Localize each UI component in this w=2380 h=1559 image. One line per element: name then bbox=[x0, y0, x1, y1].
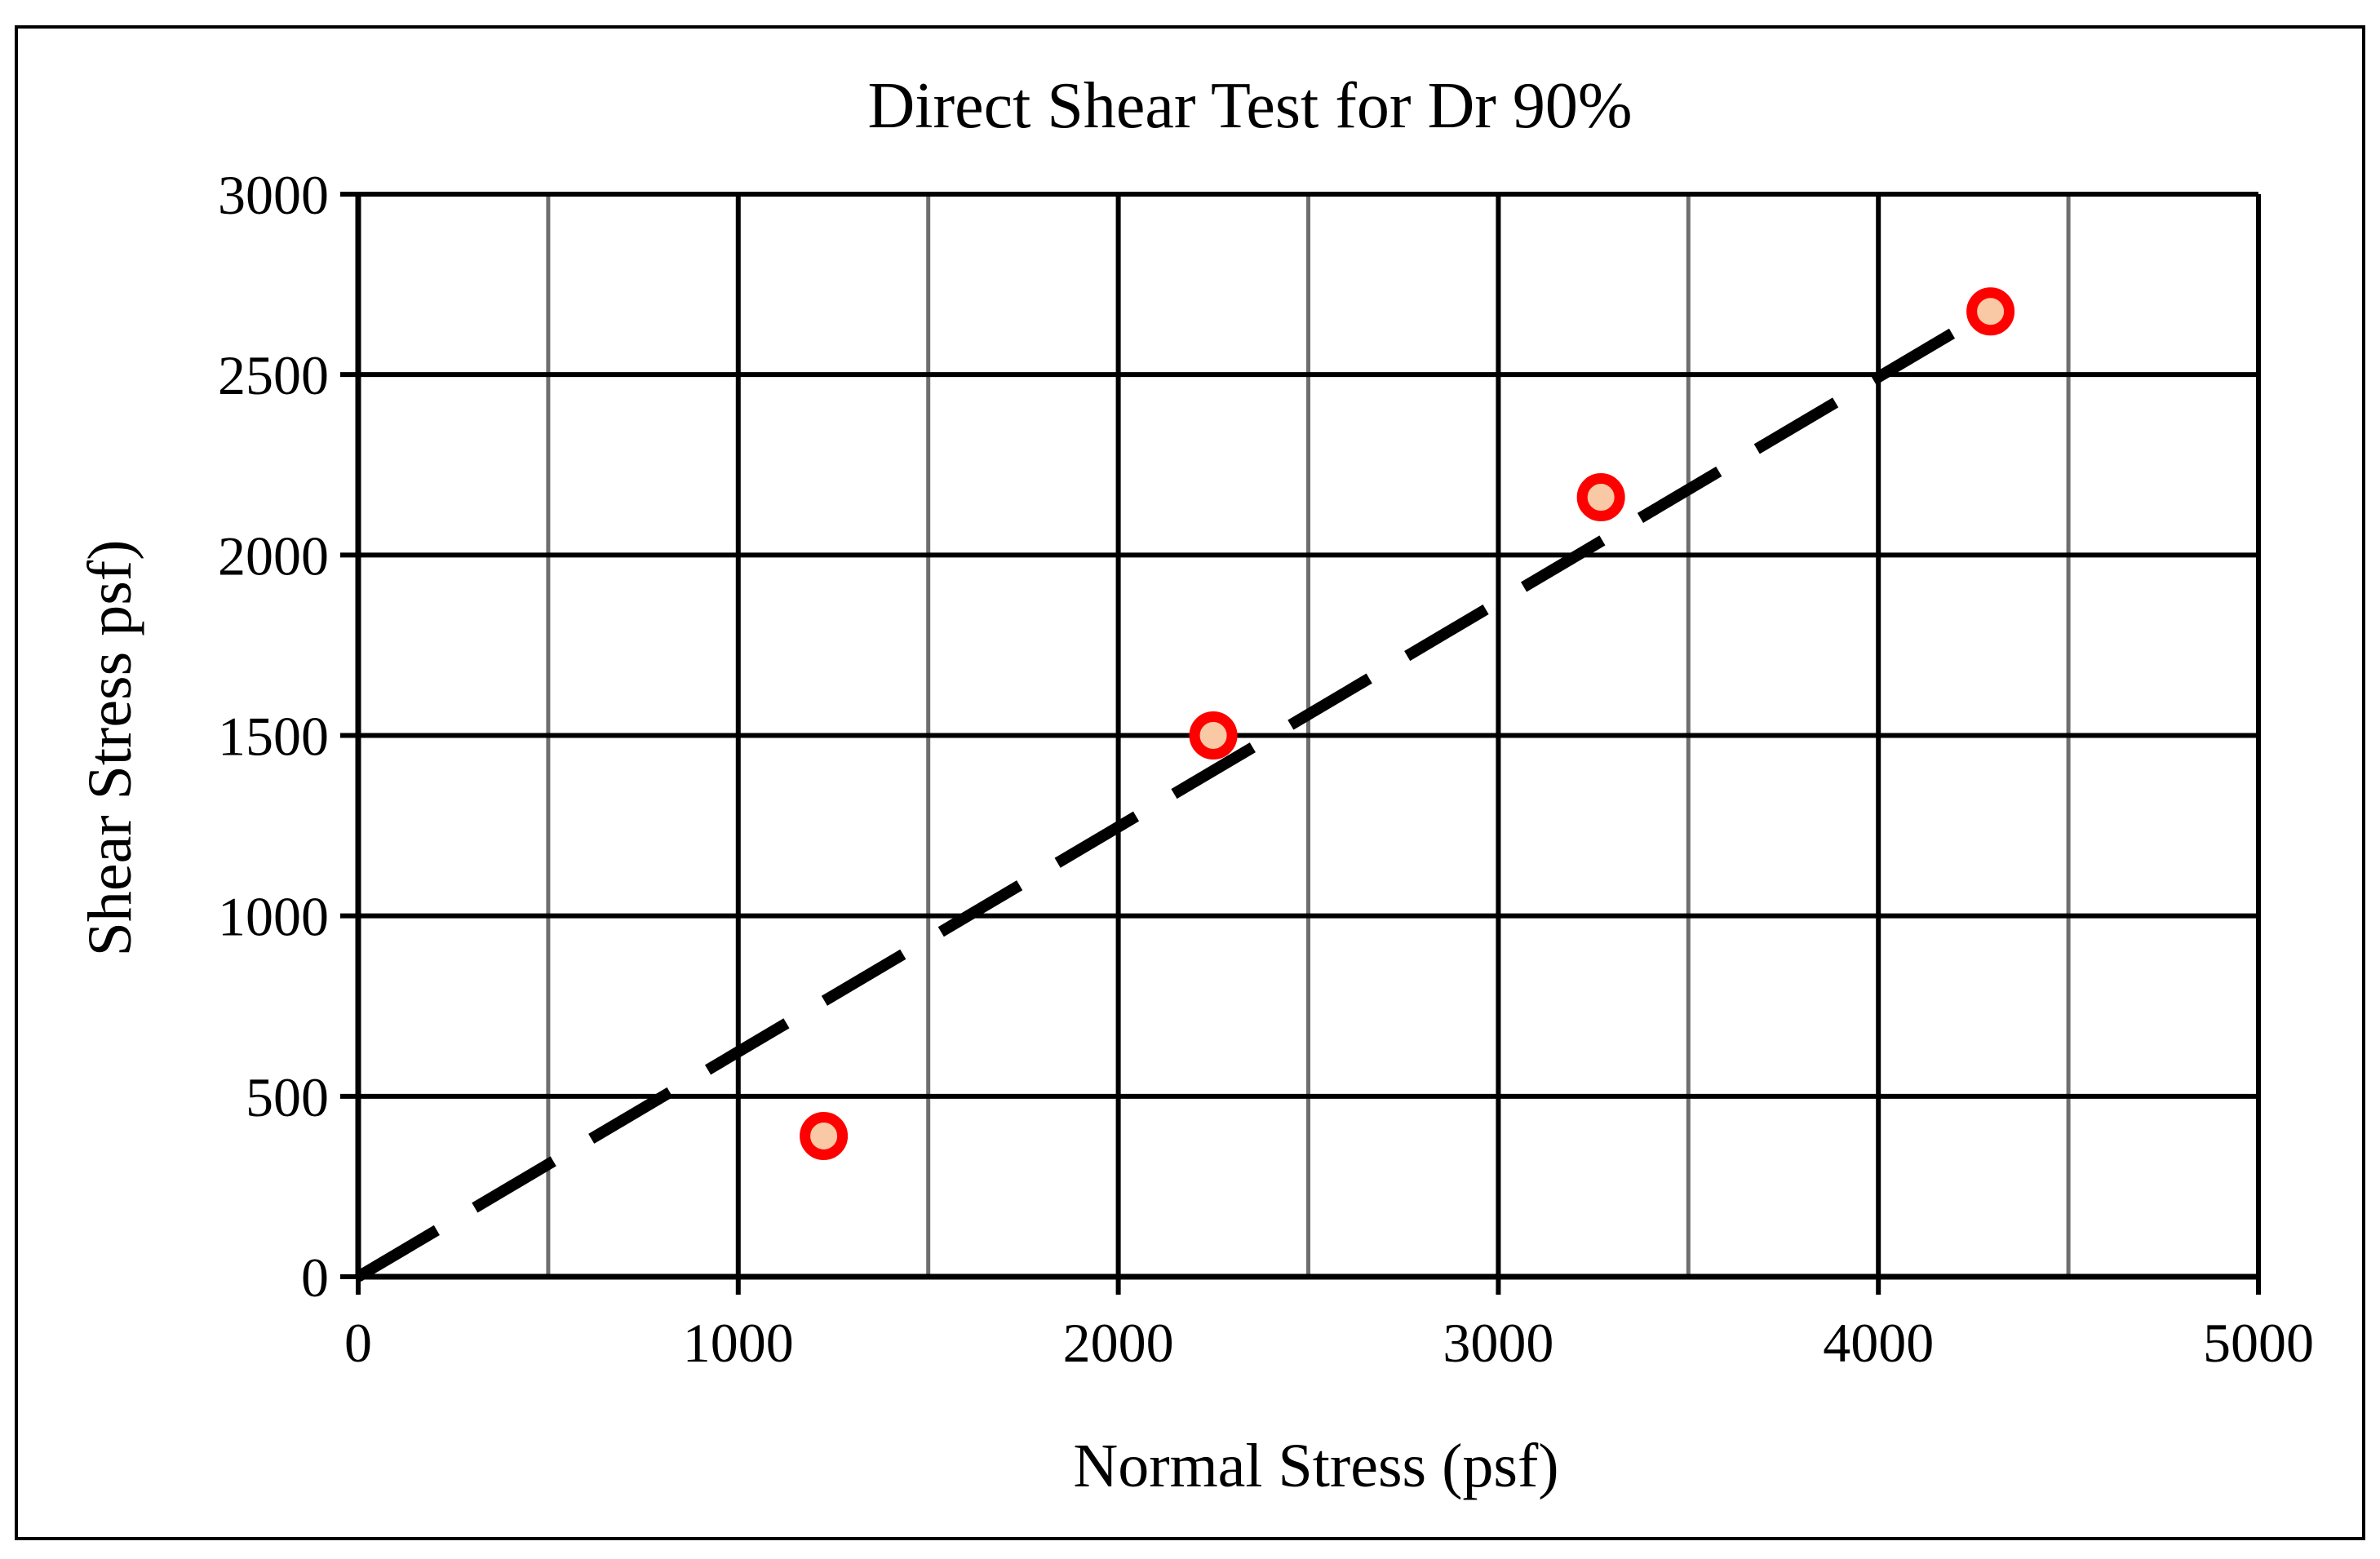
x-tick-label: 1000 bbox=[683, 1312, 794, 1374]
data-point-4 bbox=[1966, 287, 2015, 336]
y-tick-label: 2500 bbox=[218, 344, 329, 406]
data-point-3 bbox=[1576, 473, 1625, 522]
data-point-1 bbox=[800, 1111, 849, 1160]
y-tick-label: 0 bbox=[301, 1247, 329, 1309]
x-axis-title: Normal Stress (psf) bbox=[1073, 1432, 1558, 1500]
y-tick-label: 1500 bbox=[218, 706, 329, 768]
trendline-layer bbox=[355, 304, 1996, 1282]
chart-title: Direct Shear Test for Dr 90% bbox=[867, 70, 1632, 142]
axis-layer bbox=[340, 192, 2261, 1295]
trendline bbox=[355, 304, 1996, 1282]
x-tick-label: 3000 bbox=[1443, 1312, 1553, 1374]
y-axis-title: Shear Stress psf) bbox=[76, 540, 144, 957]
y-tick-label: 500 bbox=[246, 1066, 329, 1128]
tick-label-layer: 0 500 1000 1500 2000 2500 3000 0 1000 2000 3000 400… bbox=[218, 164, 2314, 1374]
x-tick-label: 4000 bbox=[1823, 1312, 1934, 1374]
y-tick-label: 2000 bbox=[218, 525, 329, 587]
x-tick-label: 5000 bbox=[2203, 1312, 2314, 1374]
y-tick-label: 1000 bbox=[218, 886, 329, 948]
x-tick-label: 0 bbox=[344, 1312, 372, 1374]
x-tick-label: 2000 bbox=[1063, 1312, 1174, 1374]
y-tick-label: 3000 bbox=[218, 164, 329, 226]
data-point-2 bbox=[1189, 711, 1238, 760]
points-layer bbox=[800, 287, 2015, 1160]
